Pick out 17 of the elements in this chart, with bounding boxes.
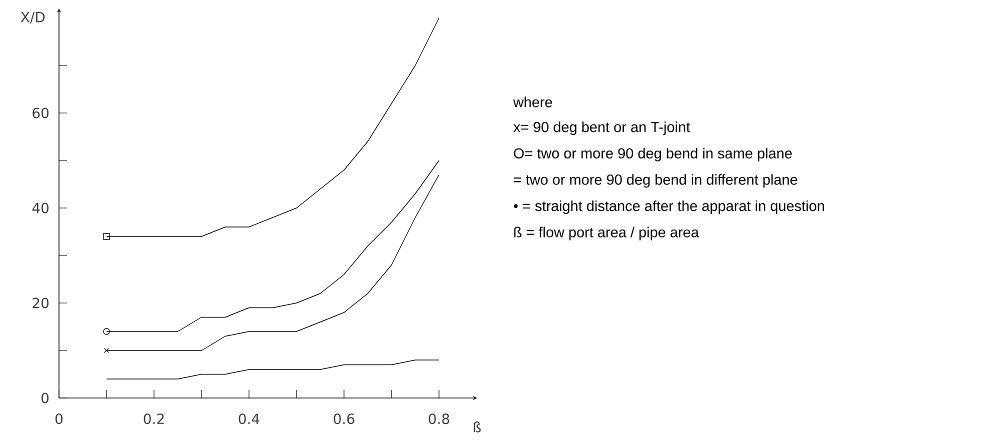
y-tick-label: 60: [32, 108, 49, 118]
text: • = straight distance after the apparat in question: [514, 200, 824, 214]
text: ß = flow port area / pipe area: [514, 226, 699, 240]
x-tick-label: 0.4: [238, 414, 260, 424]
text: = two or more 90 deg bend in different plane: [514, 174, 798, 188]
y-tick-label: 40: [32, 202, 49, 214]
x-tick-label: 0.8: [428, 414, 450, 424]
text: O= two or more 90 deg bend in same plane: [514, 148, 792, 162]
x-tick-label: 0.6: [334, 414, 354, 424]
text: where: [513, 96, 552, 108]
x-tick-label: 0: [55, 414, 63, 424]
text: x= 90 deg bent or an T-joint: [513, 122, 690, 136]
y-tick-label: 0: [41, 392, 49, 404]
y-axis-title: X/D: [20, 12, 45, 24]
y-tick-label: 20: [32, 298, 49, 308]
x-tick-label: 0.2: [144, 414, 164, 424]
x-axis-title: ß: [474, 422, 481, 432]
